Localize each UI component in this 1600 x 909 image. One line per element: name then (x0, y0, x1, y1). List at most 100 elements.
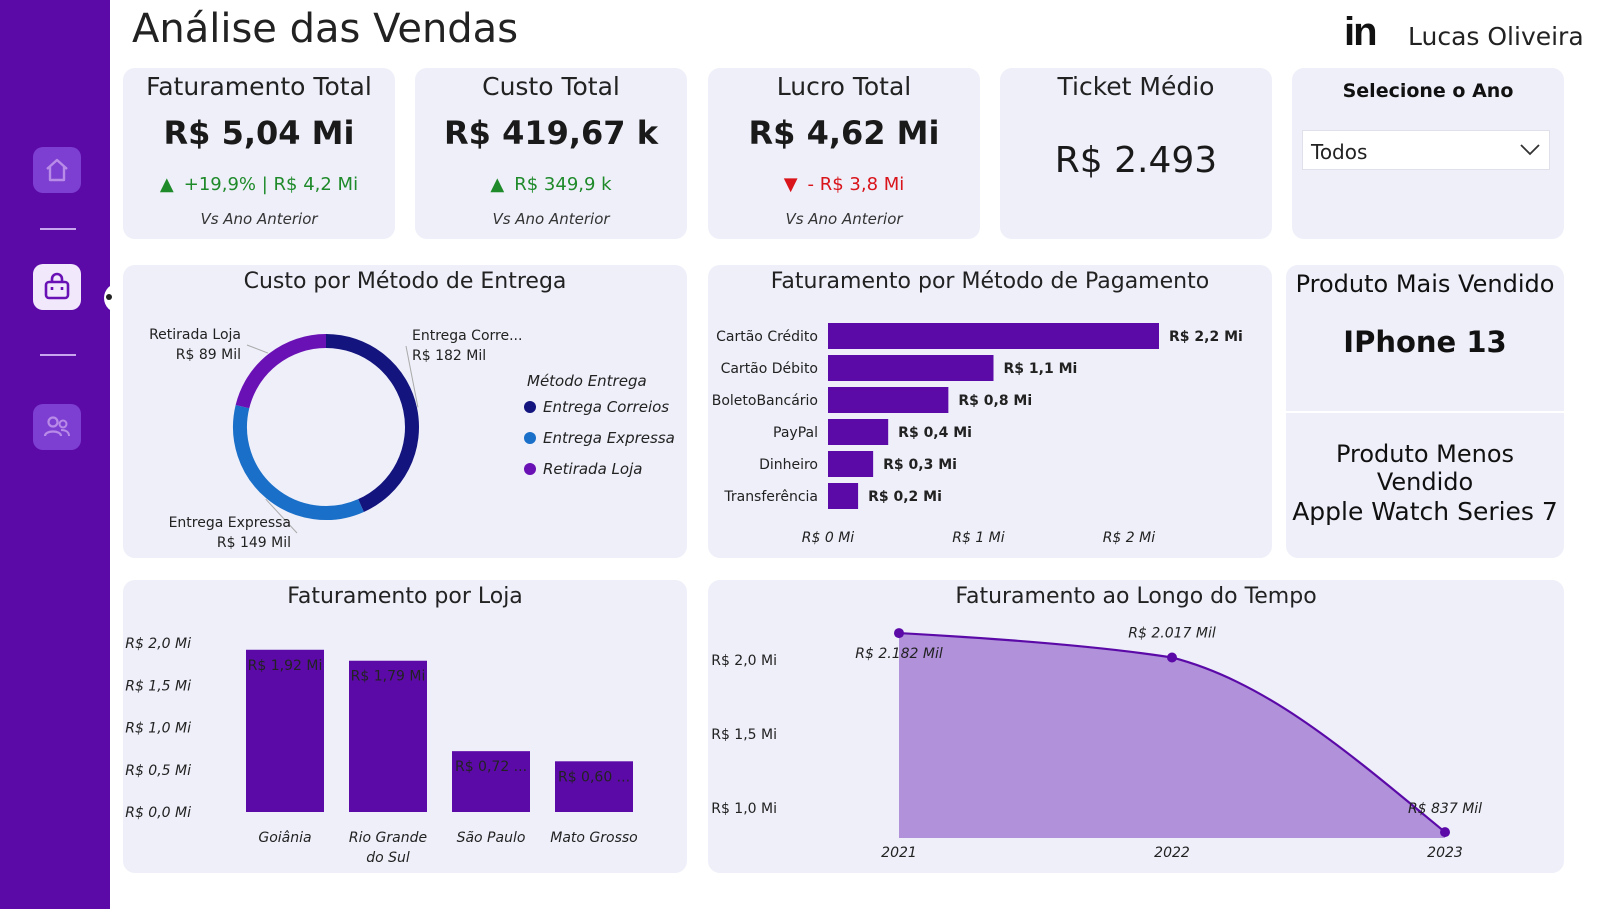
linkedin-icon[interactable]: in (1344, 10, 1378, 54)
bar (828, 483, 859, 509)
nav-sales-button[interactable] (33, 264, 81, 310)
data-point (894, 628, 904, 639)
kpi-comparison-label: Vs Ano Anterior (492, 210, 610, 228)
slice-value-label: R$ 182 Mil (412, 348, 486, 364)
data-point (1440, 827, 1450, 838)
payment-revenue-card: Faturamento por Método de Pagamento Cart… (708, 265, 1272, 558)
category-label: do Sul (366, 850, 410, 866)
y-tick-label: R$ 2,0 Mi (711, 653, 777, 669)
x-tick-label: 2022 (1154, 845, 1190, 861)
legend-title: Método Entrega (527, 372, 647, 390)
data-label: R$ 2.182 Mil (855, 646, 943, 662)
category-label: Rio Grande (349, 830, 427, 846)
bar (452, 751, 530, 812)
worst-seller-title: Produto Menos Vendido (1335, 440, 1515, 496)
slice-label: Entrega Expressa (169, 515, 291, 531)
donut-slice (235, 334, 327, 409)
category-label: Goiânia (258, 830, 311, 846)
kpi-card-revenue: Faturamento Total R$ 5,04 Mi ▲ +19,9% | R… (123, 68, 395, 239)
donut-slice (325, 334, 419, 512)
kpi-delta: ▼ - R$ 3,8 Mi (708, 174, 980, 195)
chart-title: Faturamento por Loja (287, 584, 523, 609)
data-label: R$ 2.017 Mil (1128, 625, 1216, 641)
bar (828, 323, 1159, 349)
best-seller-value: IPhone 13 (1343, 325, 1507, 359)
y-tick-label: R$ 2,0 Mi (125, 636, 191, 652)
nav-customers-button[interactable] (33, 404, 81, 450)
x-tick-label: R$ 2 Mi (1103, 530, 1156, 546)
year-filter-label: Selecione o Ano (1342, 80, 1514, 102)
x-tick-label: 2021 (881, 845, 917, 861)
legend-marker (524, 463, 536, 475)
trend-up-icon: ▲ (159, 174, 174, 195)
legend-item: Entrega Expressa (543, 429, 675, 447)
bar-value-label: R$ 1,1 Mi (1004, 361, 1078, 377)
shopping-bag-icon (44, 272, 70, 300)
x-tick-label: 2023 (1427, 845, 1463, 861)
slice-leader-line (405, 345, 419, 408)
y-tick-label: R$ 1,5 Mi (711, 727, 777, 743)
kpi-delta-text: - R$ 3,8 Mi (807, 174, 905, 195)
nav-divider (40, 228, 76, 230)
active-nav-notch (104, 283, 120, 313)
donut-slice (233, 404, 364, 520)
delivery-cost-donut: Entrega Corre... R$ 182 Mil Entrega Expres… (149, 327, 675, 551)
slice-label: Entrega Corre... (412, 328, 522, 344)
bar (246, 649, 324, 812)
legend-marker (524, 401, 536, 413)
x-tick-label: R$ 0 Mi (802, 530, 855, 546)
trend-up-icon: ▲ (490, 174, 505, 195)
kpi-card-profit: Lucro Total R$ 4,62 Mi ▼ - R$ 3,8 Mi Vs A… (708, 68, 980, 239)
y-tick-label: R$ 0,5 Mi (125, 763, 191, 779)
chart-title: Faturamento ao Longo do Tempo (955, 584, 1317, 609)
trend-down-icon: ▼ (783, 174, 798, 195)
legend-marker (524, 432, 536, 444)
y-tick-label: R$ 0,0 Mi (125, 805, 191, 821)
kpi-delta-text: R$ 349,9 k (514, 174, 612, 195)
category-label: Cartão Crédito (716, 329, 818, 345)
active-nav-dot (106, 294, 112, 300)
kpi-card-cost: Custo Total R$ 419,67 k ▲ R$ 349,9 k Vs A… (415, 68, 687, 239)
nav-home-button[interactable] (33, 147, 81, 193)
category-label: PayPal (773, 425, 818, 441)
category-label: BoletoBancário (712, 393, 818, 409)
chart-title: Custo por Método de Entrega (243, 269, 567, 294)
data-label: R$ 837 Mil (1408, 801, 1482, 817)
y-tick-label: R$ 1,5 Mi (125, 678, 191, 694)
revenue-time-card: Faturamento ao Longo do Tempo R$ 2.182 M… (708, 580, 1564, 873)
slice-value-label: R$ 89 Mil (176, 347, 241, 363)
bar (828, 451, 874, 477)
data-point (1167, 652, 1177, 663)
chart-title: Faturamento por Método de Pagamento (770, 269, 1210, 294)
kpi-comparison-label: Vs Ano Anterior (785, 210, 903, 228)
bar-value-label: R$ 0,3 Mi (883, 457, 957, 473)
year-filter-value: Todos (1311, 140, 1368, 164)
category-label: Transferência (723, 489, 818, 505)
kpi-value: R$ 4,62 Mi (748, 114, 940, 152)
delivery-cost-card: Custo por Método de Entrega Entrega Corr… (123, 265, 687, 558)
year-filter-dropdown[interactable]: Todos (1302, 130, 1550, 170)
best-seller-title: Produto Mais Vendido (1295, 270, 1555, 298)
bar (828, 419, 889, 445)
area-fill (899, 633, 1445, 838)
kpi-value: R$ 419,67 k (444, 114, 658, 152)
bar (828, 387, 949, 413)
slice-leader-line (265, 498, 298, 534)
bar-value-label: R$ 0,2 Mi (868, 489, 942, 505)
slice-leader-line (246, 344, 269, 354)
store-revenue-card: Faturamento por Loja R$ 0,0 Mi R$ 0,5 Mi R… (123, 580, 687, 873)
category-label: Mato Grosso (550, 830, 638, 846)
kpi-value: R$ 5,04 Mi (163, 114, 355, 152)
bar (349, 660, 427, 812)
nav-divider (40, 354, 76, 356)
products-card: Produto Mais Vendido IPhone 13 Produto M… (1286, 265, 1564, 558)
x-tick-label: R$ 1 Mi (952, 530, 1005, 546)
payment-revenue-chart: Cartão Crédito R$ 2,2 Mi Cartão Débito R$ 1… (712, 323, 1243, 546)
category-label: Cartão Débito (721, 361, 818, 377)
kpi-delta-text: +19,9% | R$ 4,2 Mi (183, 174, 359, 195)
revenue-time-chart: R$ 2.182 Mil R$ 2.017 Mil R$ 837 Mil R$ 1,0… (711, 625, 1482, 861)
category-label: São Paulo (457, 830, 526, 846)
kpi-card-ticket: Ticket Médio R$ 2.493 (1000, 68, 1272, 239)
bar-value-label: R$ 1,92 Mi (248, 658, 323, 674)
year-filter-card: Selecione o Ano Todos (1292, 68, 1564, 239)
